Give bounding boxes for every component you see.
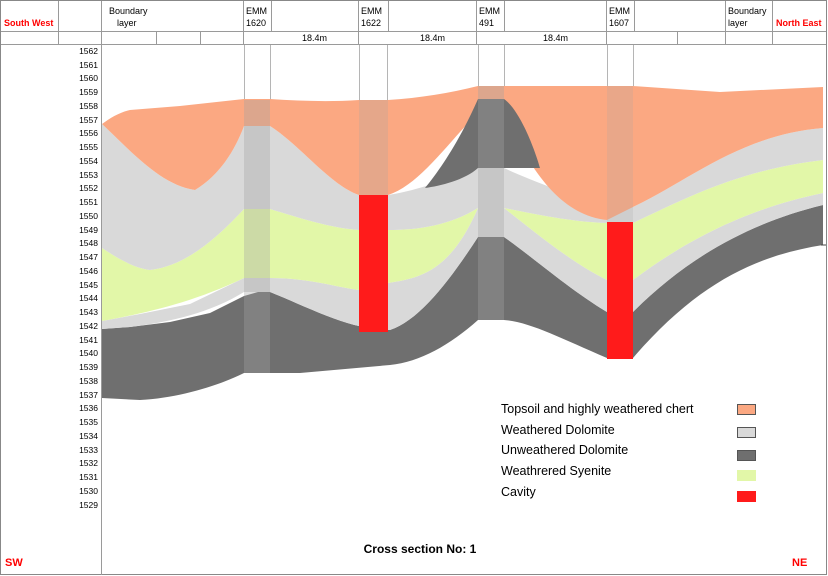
legend-swatch-unweathered-dolomite — [737, 450, 756, 461]
elevation-tick: 1558 — [79, 101, 98, 111]
elevation-tick: 1543 — [79, 307, 98, 317]
boundary-left-line2: layer — [117, 18, 137, 28]
elevation-tick: 1556 — [79, 128, 98, 138]
legend-swatch-cavity — [737, 491, 756, 502]
elevation-tick: 1549 — [79, 225, 98, 235]
elevation-tick: 1539 — [79, 362, 98, 372]
elevation-tick: 1531 — [79, 472, 98, 482]
borehole-label-1620-b: 1620 — [246, 18, 267, 28]
boundary-right-line1: Boundary — [728, 6, 767, 16]
borehole-emm-1620 — [244, 100, 270, 373]
elevation-tick: 1548 — [79, 238, 98, 248]
borehole-label-491-b: 491 — [479, 18, 495, 28]
weathered-dolomite-lower-layer — [102, 193, 823, 330]
borehole-label-1620-a: EMM — [246, 6, 267, 16]
weathered-dolomite-layer — [102, 124, 823, 270]
elevation-tick: 1553 — [79, 170, 98, 180]
elevation-tick: 1561 — [79, 60, 98, 70]
borehole-label-1622-a: EMM — [361, 6, 382, 16]
elevation-tick: 1544 — [79, 293, 98, 303]
corner-sw-label: SW — [5, 557, 23, 569]
borehole-label-1622-b: 1622 — [361, 18, 382, 28]
borehole-emm-1607 — [607, 86, 633, 222]
elevation-tick: 1541 — [79, 335, 98, 345]
cavity-emm-1622 — [359, 195, 388, 332]
elevation-tick: 1538 — [79, 376, 98, 386]
spacing-label-2: 18.4m — [420, 33, 446, 43]
elevation-tick: 1550 — [79, 211, 98, 221]
elevation-tick: 1552 — [79, 183, 98, 193]
legend-swatch-topsoil — [737, 404, 756, 415]
elevation-tick: 1560 — [79, 73, 98, 83]
legend-label-topsoil: Topsoil and highly weathered chert — [501, 402, 694, 416]
elevation-tick: 1536 — [79, 403, 98, 413]
borehole-emm-1622 — [359, 100, 388, 195]
elevation-tick: 1559 — [79, 87, 98, 97]
borehole-label-491-a: EMM — [479, 6, 500, 16]
legend-label-unweathered-dolomite: Unweathered Dolomite — [501, 443, 629, 457]
elevation-tick: 1542 — [79, 321, 98, 331]
figure-title: Cross section No: 1 — [363, 542, 477, 556]
elevation-tick: 1537 — [79, 390, 98, 400]
legend-label-cavity: Cavity — [501, 485, 536, 499]
boundary-right-line2: layer — [728, 18, 748, 28]
spacing-label-3: 18.4m — [543, 33, 569, 43]
elevation-tick: 1529 — [79, 500, 98, 510]
elevation-tick: 1555 — [79, 142, 98, 152]
elevation-tick: 1562 — [79, 46, 98, 56]
spacing-label-1: 18.4m — [302, 33, 328, 43]
legend-label-syenite: Weathrered Syenite — [501, 464, 612, 478]
elevation-tick: 1551 — [79, 197, 98, 207]
legend-swatch-weathered-dolomite — [737, 427, 756, 438]
legend-label-weathered-dolomite: Weathered Dolomite — [501, 423, 615, 437]
elevation-tick: 1532 — [79, 458, 98, 468]
boundary-left-line1: Boundary — [109, 6, 148, 16]
elevation-tick: 1540 — [79, 348, 98, 358]
cavity-emm-1607 — [607, 222, 633, 359]
borehole-emm-491 — [478, 86, 504, 320]
borehole-guides — [244, 45, 634, 100]
unweathered-dolomite-wedge — [425, 99, 540, 188]
borehole-label-1607-a: EMM — [609, 6, 630, 16]
topsoil-layer — [102, 86, 823, 220]
elevation-tick: 1530 — [79, 486, 98, 496]
borehole-columns — [244, 86, 633, 373]
borehole-label-1607-b: 1607 — [609, 18, 630, 28]
elevation-tick: 1535 — [79, 417, 98, 427]
legend-swatch-syenite — [737, 470, 756, 481]
elevation-tick: 1557 — [79, 115, 98, 125]
elevation-tick: 1545 — [79, 280, 98, 290]
syenite-layer — [102, 160, 823, 321]
elevation-tick: 1554 — [79, 156, 98, 166]
south-west-label: South West — [4, 18, 54, 28]
elevation-tick: 1547 — [79, 252, 98, 262]
elevation-tick: 1534 — [79, 431, 98, 441]
north-east-label: North East — [776, 18, 822, 28]
elevation-tick: 1533 — [79, 445, 98, 455]
corner-ne-label: NE — [792, 557, 808, 569]
elevation-tick: 1546 — [79, 266, 98, 276]
unweathered-dolomite-layer — [102, 205, 823, 400]
